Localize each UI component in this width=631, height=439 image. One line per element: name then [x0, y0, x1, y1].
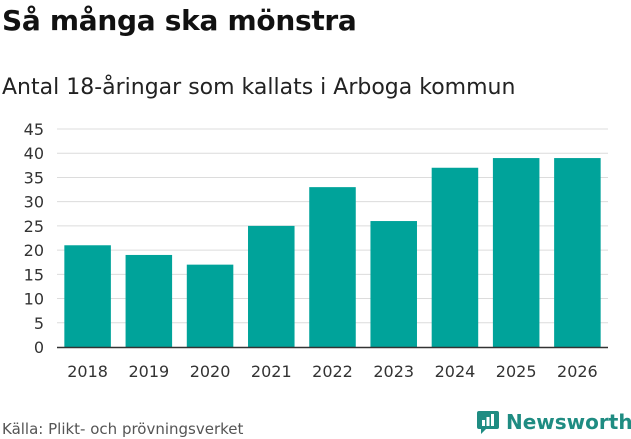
x-tick-label-2018: 2018	[67, 362, 108, 381]
brand-name: Newsworthy	[506, 410, 631, 434]
y-tick-label-40: 40	[24, 144, 44, 163]
chart-title: Så många ska mönstra	[2, 4, 357, 37]
y-tick-label-30: 30	[24, 193, 44, 212]
bar-2021	[248, 225, 295, 347]
y-tick-label-15: 15	[24, 265, 44, 284]
newsworthy-logo-icon	[477, 411, 499, 434]
y-tick-label-10: 10	[24, 290, 44, 309]
y-tick-label-25: 25	[24, 217, 44, 236]
y-tick-label-5: 5	[34, 314, 44, 333]
bar-2025	[492, 158, 540, 347]
x-tick-label-2022: 2022	[312, 362, 353, 381]
x-axis-ticks: 2018 2019 2020 2021 2022 2023 2024 2025 2026	[67, 362, 597, 381]
brand-logo-group: Newsworthy	[476, 407, 631, 437]
bar-2026	[554, 158, 601, 347]
bar-2020	[186, 264, 234, 347]
x-tick-label-2023: 2023	[373, 362, 414, 381]
x-tick-label-2020: 2020	[190, 362, 231, 381]
y-tick-label-35: 35	[24, 168, 44, 187]
bar-2019	[125, 254, 173, 347]
bar-2022	[309, 187, 356, 347]
source-note: Källa: Plikt- och prövningsverket	[2, 420, 244, 438]
y-tick-label-0: 0	[34, 338, 44, 357]
x-tick-label-2026: 2026	[557, 362, 598, 381]
bar-2024	[431, 167, 479, 347]
y-tick-label-20: 20	[24, 241, 44, 260]
bar-2018	[64, 245, 111, 347]
x-tick-label-2024: 2024	[435, 362, 476, 381]
bars	[64, 158, 601, 347]
bar-2023	[370, 221, 417, 347]
y-axis-ticks: 0 5 10 15 20 25 30 35 40 45	[24, 120, 44, 357]
x-tick-label-2025: 2025	[496, 362, 537, 381]
x-tick-label-2019: 2019	[128, 362, 169, 381]
y-tick-label-45: 45	[24, 120, 44, 139]
chart-subtitle: Antal 18-åringar som kallats i Arboga ko…	[2, 75, 516, 100]
x-tick-label-2021: 2021	[251, 362, 292, 381]
